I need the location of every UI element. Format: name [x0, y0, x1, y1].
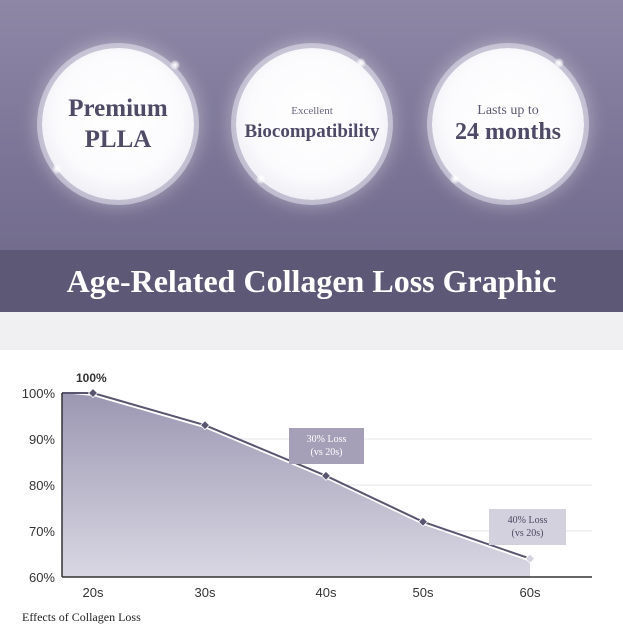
x-tick-label: 30s: [195, 585, 216, 600]
callout-40-line1: 40% Loss: [507, 515, 548, 526]
badge-lasts-line1: Lasts up to: [477, 102, 539, 118]
callout-30-line2: (vs 20s): [310, 447, 343, 458]
y-tick-label: 60%: [29, 570, 55, 585]
data-point-marker: [524, 553, 536, 564]
data-point-marker: [320, 470, 332, 481]
callout-40-line2: (vs 20s): [511, 528, 544, 539]
sparkle-icon: [450, 174, 460, 184]
y-tick-label: 100%: [22, 386, 56, 401]
badge-premium-line1: Premium: [68, 95, 168, 122]
data-point-marker: [87, 387, 99, 399]
callout-30-loss: 30% Loss (vs 20s): [289, 428, 364, 464]
badge-biocompatibility: Excellent Biocompatibility: [236, 48, 388, 200]
x-tick-label: 20s: [83, 585, 104, 600]
y-tick-label: 80%: [29, 478, 55, 493]
chart-caption: Effects of Collagen Loss: [22, 610, 141, 624]
y-tick-label: 70%: [29, 524, 55, 539]
callout-40-loss: 40% Loss (vs 20s): [489, 509, 566, 545]
peak-label: 100%: [76, 371, 107, 385]
badge-lasts-24-months: Lasts up to 24 months: [432, 48, 584, 200]
sparkle-icon: [256, 174, 266, 184]
x-tick-label: 40s: [316, 585, 337, 600]
callout-30-line1: 30% Loss: [306, 434, 347, 445]
chart-series-line: [62, 392, 531, 560]
y-tick-label: 90%: [29, 432, 55, 447]
badge-lasts-line2: 24 months: [454, 118, 562, 145]
badge-biocompat-line1: Excellent: [291, 105, 333, 117]
spacer: [0, 312, 623, 350]
x-tick-label: 50s: [413, 585, 434, 600]
data-point-marker: [417, 516, 429, 527]
badge-biocompat-line2: Biocompatibility: [244, 121, 380, 142]
badge-premium-plla: Premium PLLA: [42, 48, 194, 200]
chart-area-fill: [62, 393, 530, 577]
sparkle-icon: [554, 58, 564, 68]
hero-section: Premium PLLA Excellent Biocompatibility …: [0, 0, 623, 312]
data-point-marker: [199, 420, 211, 431]
sparkle-icon: [52, 164, 62, 174]
banner: Age-Related Collagen Loss Graphic: [0, 250, 623, 312]
badge-premium-line2: PLLA: [84, 126, 152, 153]
sparkle-icon: [170, 60, 180, 70]
sparkle-icon: [356, 58, 366, 68]
banner-title: Age-Related Collagen Loss Graphic: [66, 262, 557, 299]
x-tick-label: 60s: [520, 585, 541, 600]
